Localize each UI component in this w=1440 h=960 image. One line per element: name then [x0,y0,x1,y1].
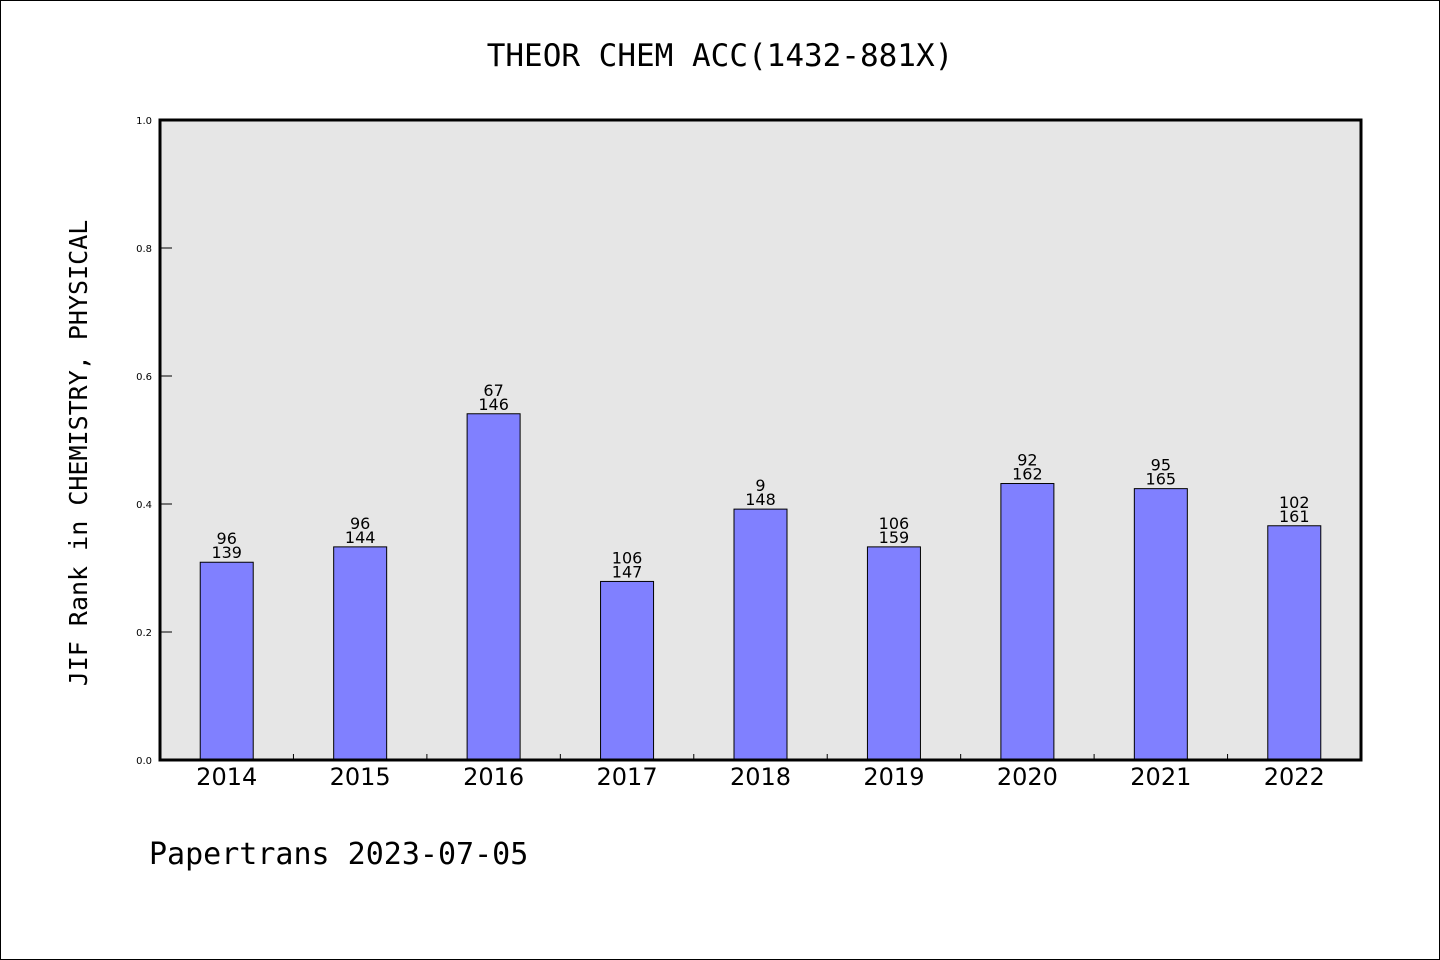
x-tick-label: 2017 [597,763,658,791]
x-tick-label: 2018 [730,763,791,791]
total-label: 147 [612,562,643,581]
bar-2016 [466,413,521,761]
rank-label: 67 [483,381,503,400]
x-tick-label: 2022 [1264,763,1325,791]
total-label: 161 [1279,507,1310,526]
rank-label: 92 [1017,451,1037,470]
rank-label: 102 [1279,493,1310,512]
bar-2021 [1133,488,1188,761]
rank-label: 96 [350,514,370,533]
bar-2018 [733,508,788,761]
total-label: 165 [1146,470,1177,489]
y-tick-label: 0.8 [136,244,152,255]
chart-title: THEOR CHEM ACC(1432-881X) [487,38,954,74]
x-tick-label: 2014 [196,763,257,791]
bar-2015 [333,546,388,761]
bar-2020 [1000,483,1055,761]
y-tick-label: 0.6 [136,372,152,383]
x-tick-label: 2020 [997,763,1058,791]
total-label: 162 [1012,465,1043,484]
total-label: 146 [478,395,509,414]
rank-label: 95 [1151,456,1171,475]
total-label: 144 [345,528,376,547]
rank-label: 9 [755,476,765,495]
y-tick-label: 1.0 [136,116,152,127]
x-tick-label: 2021 [1130,763,1191,791]
plot-border [158,118,1363,762]
bar-2014 [199,561,254,761]
y-axis-label: JIF Rank in CHEMISTRY, PHYSICAL [64,220,93,687]
rank-label: 106 [879,514,910,533]
footer-text: Papertrans 2023-07-05 [149,837,528,872]
y-tick-label: 0.0 [136,756,152,767]
bar-2022 [1267,525,1322,761]
total-label: 139 [211,543,242,562]
x-tick-label: 2016 [463,763,524,791]
rank-label: 96 [217,529,237,548]
bar-2019 [866,546,921,761]
x-tick-label: 2015 [330,763,391,791]
total-label: 159 [879,528,910,547]
y-tick-label: 0.4 [136,500,152,511]
rank-label: 106 [612,548,643,567]
total-label: 148 [745,490,776,509]
x-tick-label: 2019 [863,763,924,791]
bar-2017 [600,580,655,761]
y-tick-label: 0.2 [136,628,152,639]
